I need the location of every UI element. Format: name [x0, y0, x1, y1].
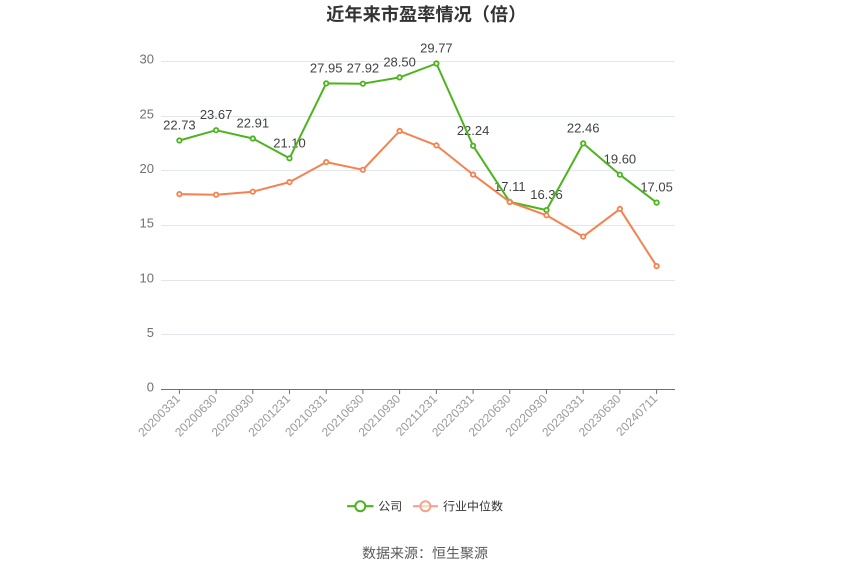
- svg-text:30: 30: [140, 52, 154, 67]
- svg-text:15: 15: [140, 216, 154, 231]
- svg-text:22.73: 22.73: [163, 118, 196, 133]
- svg-text:0: 0: [147, 380, 154, 395]
- svg-text:17.05: 17.05: [640, 180, 673, 195]
- svg-text:16.36: 16.36: [530, 187, 563, 202]
- svg-text:27.92: 27.92: [347, 61, 380, 76]
- svg-text:20: 20: [140, 161, 154, 176]
- svg-text:29.77: 29.77: [420, 41, 453, 56]
- svg-text:22.46: 22.46: [567, 120, 600, 135]
- svg-text:19.60: 19.60: [604, 152, 637, 167]
- svg-text:28.50: 28.50: [383, 54, 416, 69]
- svg-text:5: 5: [147, 325, 154, 340]
- svg-text:23.67: 23.67: [200, 107, 233, 122]
- svg-text:10: 10: [140, 270, 154, 285]
- svg-text:21.10: 21.10: [273, 135, 306, 150]
- svg-text:25: 25: [140, 106, 154, 121]
- svg-text:22.91: 22.91: [237, 116, 270, 131]
- svg-text:22.24: 22.24: [457, 123, 490, 138]
- svg-text:27.95: 27.95: [310, 60, 343, 75]
